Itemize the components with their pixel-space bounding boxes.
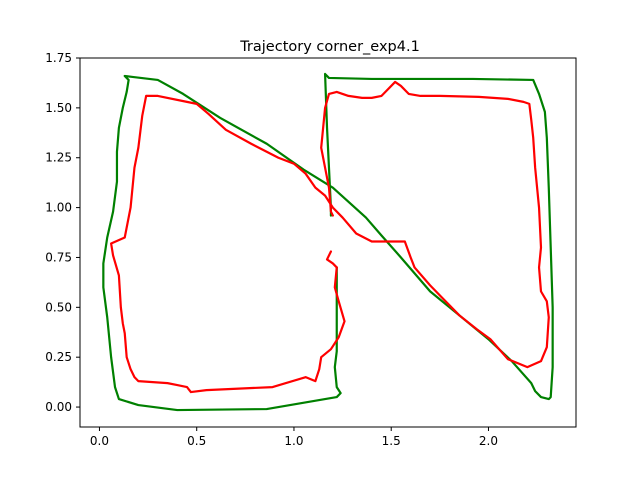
y-tick-label: 0.50 (45, 300, 72, 314)
axes-frame (79, 57, 577, 428)
y-tick-label: 1.25 (45, 151, 72, 165)
x-tick-label: 1.5 (382, 434, 401, 448)
y-tick-label: 1.75 (45, 51, 72, 65)
y-tick-label: 1.50 (45, 101, 72, 115)
y-tick-label: 1.00 (45, 201, 72, 215)
series-line-2 (110, 80, 550, 394)
plot-layer (102, 72, 554, 412)
axis-layer: 0.0 0.5 1.0 1.5 2.0 0.00 0.25 0.50 0.75 1.00 1.25 1… (45, 51, 577, 448)
x-tick-label: 0.0 (90, 434, 109, 448)
y-tick-label: 0.25 (45, 350, 72, 364)
series-line-1 (102, 72, 554, 412)
x-tick-label: 0.5 (187, 434, 206, 448)
x-tick-label: 2.0 (479, 434, 498, 448)
series-line-3 (325, 250, 338, 269)
chart-title: Trajectory corner_exp4.1 (239, 39, 420, 55)
y-tick-label: 0.75 (45, 250, 72, 264)
y-tick-label: 0.00 (45, 400, 72, 414)
x-tick-label: 1.0 (284, 434, 303, 448)
